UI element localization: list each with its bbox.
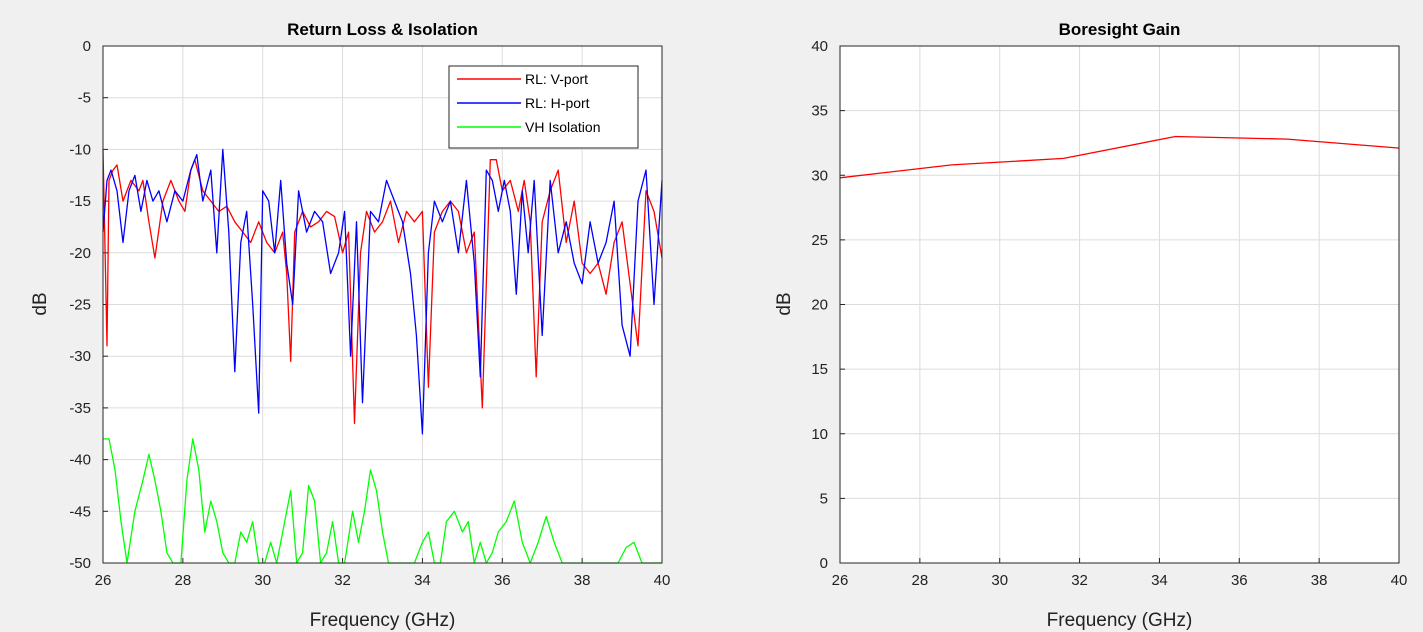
legend: RL: V-port RL: H-port VH Isolation bbox=[449, 66, 638, 148]
x-tick-label: 36 bbox=[494, 572, 511, 589]
y-tick-label: -30 bbox=[69, 348, 91, 365]
y-tick-label: -5 bbox=[78, 90, 91, 107]
y-tick-label: -45 bbox=[69, 503, 91, 520]
x-axis-label: Frequency (GHz) bbox=[1047, 610, 1193, 631]
legend-entry: RL: H-port bbox=[525, 95, 590, 111]
y-tick-label: 10 bbox=[811, 426, 828, 443]
x-tick-label: 32 bbox=[334, 572, 351, 589]
y-tick-label: -15 bbox=[69, 193, 91, 210]
boresight-gain-panel: 26 28 30 32 34 36 38 40 0 5 10 15 20 25 30 35 40 Boresig… bbox=[774, 20, 1407, 631]
x-tick-label: 38 bbox=[1311, 572, 1328, 589]
y-tick-label: 20 bbox=[811, 297, 828, 314]
y-tick-label: 25 bbox=[811, 232, 828, 249]
y-tick-label: 40 bbox=[811, 38, 828, 55]
x-axis-label: Frequency (GHz) bbox=[310, 610, 456, 631]
y-tick-label: -50 bbox=[69, 555, 91, 572]
y-tick-label: 15 bbox=[811, 361, 828, 378]
chart-title: Boresight Gain bbox=[1059, 20, 1181, 39]
y-tick-label: 0 bbox=[83, 38, 91, 55]
legend-entry: RL: V-port bbox=[525, 71, 588, 87]
y-tick-label: 30 bbox=[811, 167, 828, 184]
x-tick-label: 32 bbox=[1071, 572, 1088, 589]
y-tick-label: -35 bbox=[69, 400, 91, 417]
return-loss-panel: 26 28 30 32 34 36 38 40 0 -5 -10 -15 -20 -25 -30 -35 -40… bbox=[30, 20, 670, 631]
y-tick-label: 0 bbox=[820, 555, 828, 572]
x-tick-label: 40 bbox=[1391, 572, 1408, 589]
x-tick-label: 30 bbox=[254, 572, 271, 589]
y-tick-label: -25 bbox=[69, 297, 91, 314]
y-tick-label: 5 bbox=[820, 490, 828, 507]
x-tick-label: 26 bbox=[832, 572, 849, 589]
x-tick-label: 28 bbox=[175, 572, 192, 589]
x-tick-label: 34 bbox=[414, 572, 431, 589]
y-tick-label: 35 bbox=[811, 103, 828, 120]
x-tick-label: 38 bbox=[574, 572, 591, 589]
y-tick-label: -40 bbox=[69, 452, 91, 469]
x-tick-label: 36 bbox=[1231, 572, 1248, 589]
x-tick-label: 30 bbox=[991, 572, 1008, 589]
y-axis-label: dB bbox=[30, 292, 51, 315]
x-tick-label: 28 bbox=[912, 572, 929, 589]
x-tick-label: 26 bbox=[95, 572, 112, 589]
legend-entry: VH Isolation bbox=[525, 119, 600, 135]
y-tick-label: -20 bbox=[69, 245, 91, 262]
chart-title: Return Loss & Isolation bbox=[287, 20, 478, 39]
y-axis-label: dB bbox=[774, 292, 795, 315]
x-tick-label: 34 bbox=[1151, 572, 1168, 589]
x-tick-label: 40 bbox=[654, 572, 671, 589]
y-tick-label: -10 bbox=[69, 141, 91, 158]
